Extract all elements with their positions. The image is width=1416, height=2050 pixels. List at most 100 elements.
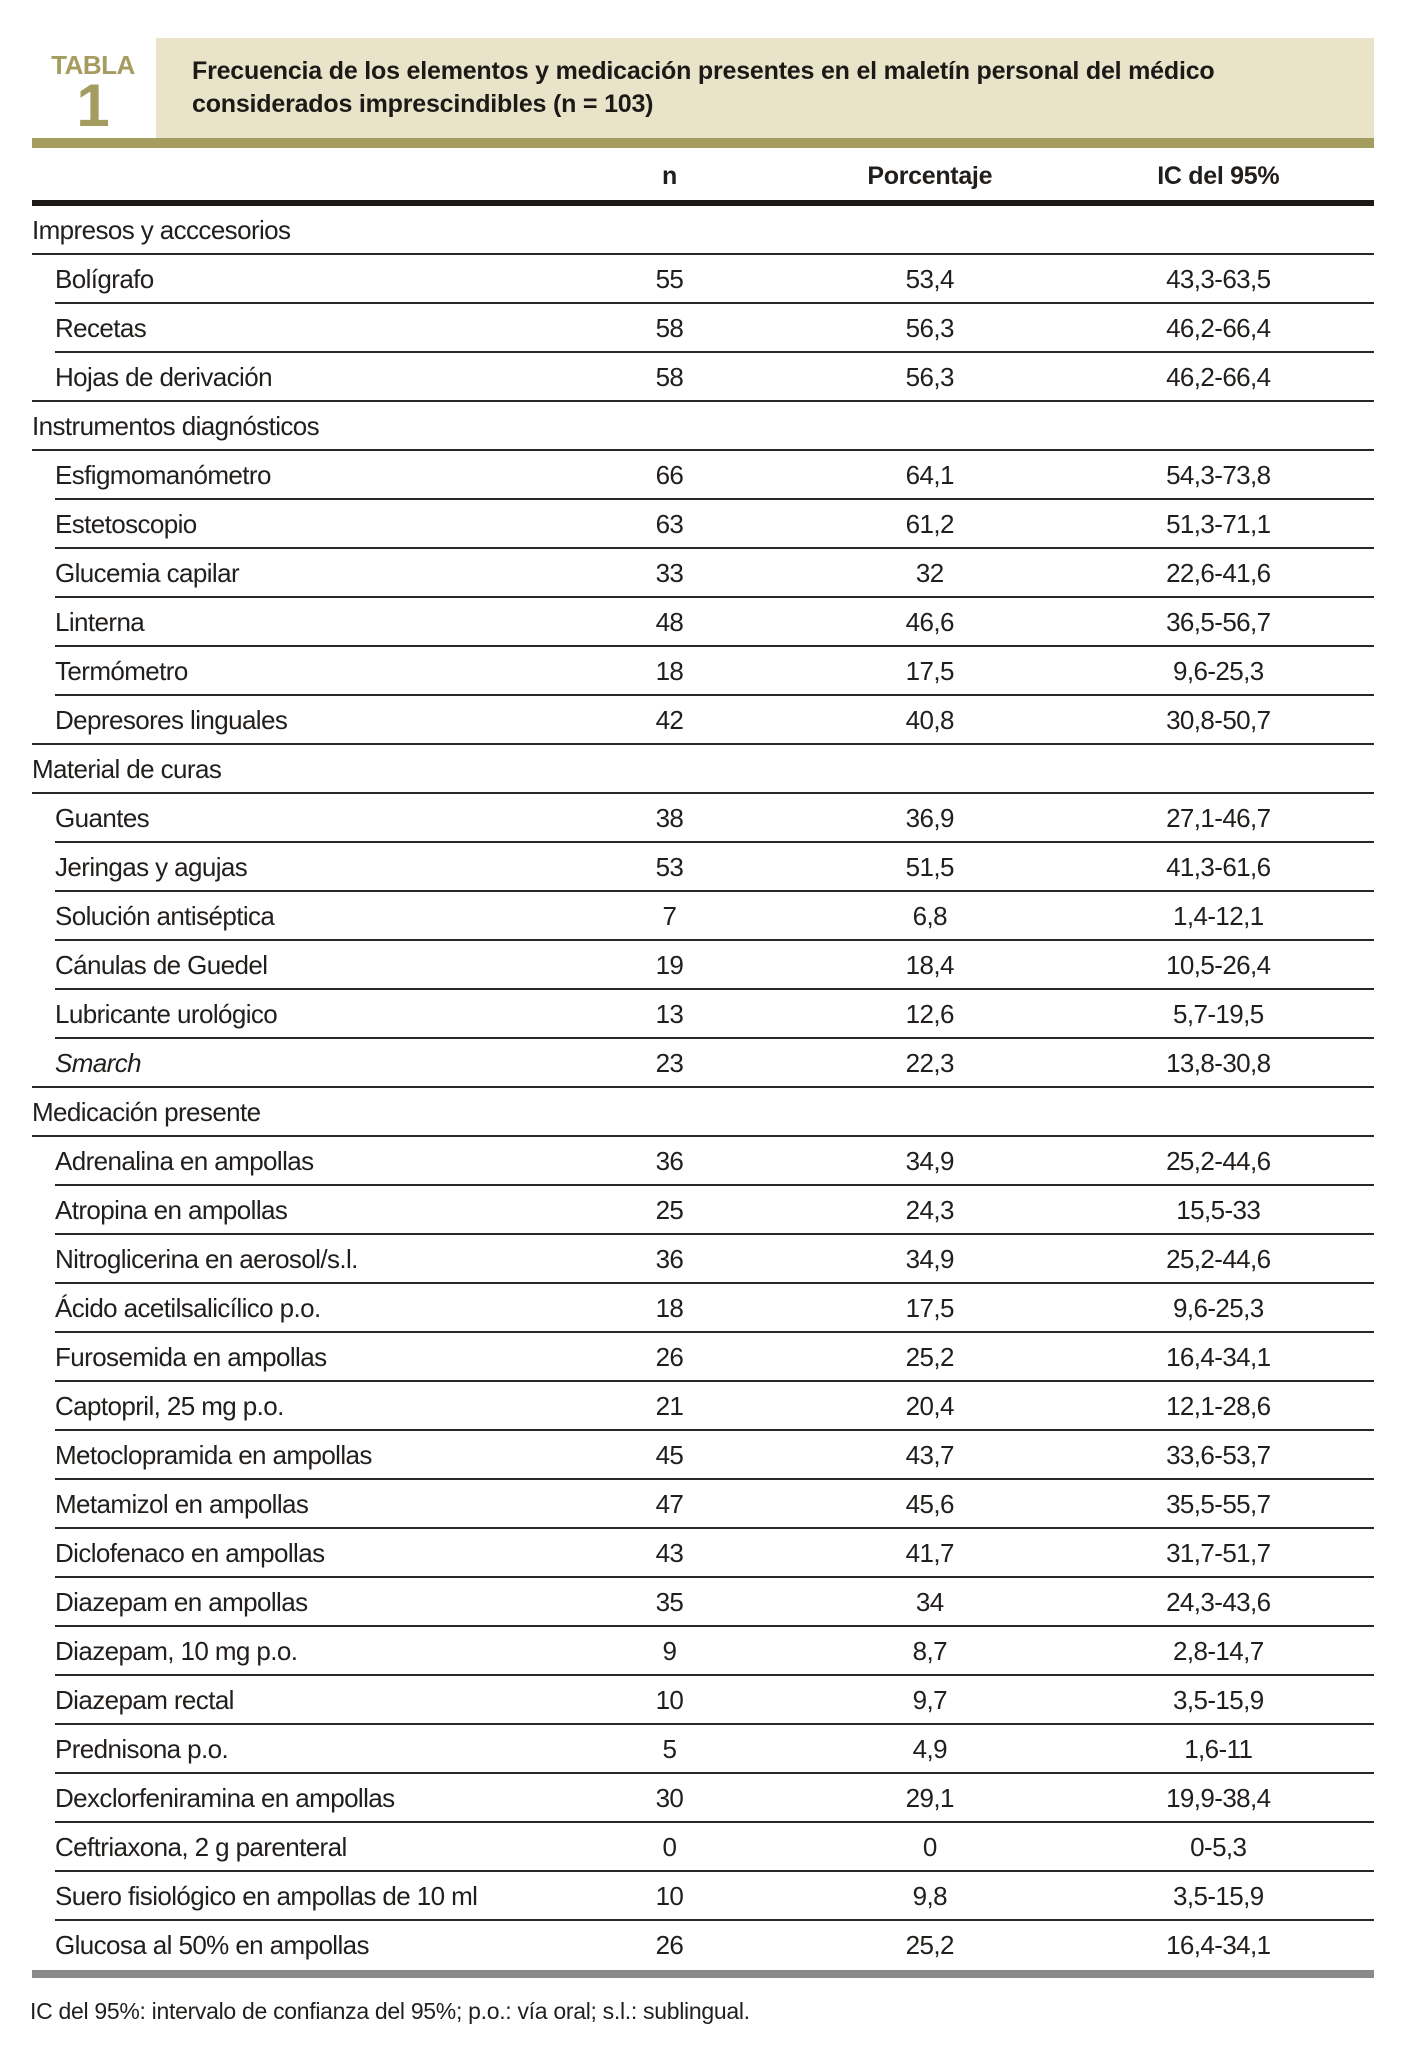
value-ic: 22,6-41,6 (1166, 558, 1271, 588)
value-ic: 9,6-25,3 (1172, 1293, 1264, 1323)
value-ic: 13,8-30,8 (1166, 1048, 1271, 1078)
value-porcentaje: 46,6 (905, 607, 955, 637)
value-n: 36 (655, 1244, 684, 1274)
table-row: Lubricante urológico 13 12,6 5,7-19,5 (32, 990, 1374, 1039)
value-n: 66 (655, 460, 684, 490)
value-porcentaje: 8,7 (912, 1636, 948, 1666)
value-n: 13 (655, 999, 684, 1029)
table-row: Nitroglicerina en aerosol/s.l. 36 34,9 25,2… (32, 1235, 1374, 1284)
value-n: 23 (655, 1048, 684, 1078)
value-n: 19 (655, 950, 684, 980)
table-bottom-rule (32, 1970, 1374, 1978)
table-row: Glucemia capilar 33 32 22,6-41,6 (32, 549, 1374, 598)
item-label: Bolígrafo (55, 264, 154, 294)
value-n: 25 (655, 1195, 684, 1225)
value-ic: 30,8-50,7 (1166, 705, 1271, 735)
table-row: Estetoscopio 63 61,2 51,3-71,1 (32, 500, 1374, 549)
value-porcentaje: 25,2 (905, 1930, 955, 1960)
value-porcentaje: 22,3 (905, 1048, 955, 1078)
item-label: Diazepam en ampollas (55, 1587, 308, 1617)
value-n: 21 (655, 1391, 684, 1421)
table-row: Diazepam, 10 mg p.o. 9 8,7 2,8-14,7 (32, 1627, 1374, 1676)
value-porcentaje: 20,4 (905, 1391, 955, 1421)
value-porcentaje: 25,2 (905, 1342, 955, 1372)
table-row: Furosemida en ampollas 26 25,2 16,4-34,1 (32, 1333, 1374, 1382)
table-row: Glucosa al 50% en ampollas 26 25,2 16,4-34,… (32, 1921, 1374, 1970)
value-porcentaje: 12,6 (905, 999, 955, 1029)
value-porcentaje: 51,5 (905, 852, 955, 882)
value-porcentaje: 34 (915, 1587, 944, 1617)
column-header-porcentaje: Porcentaje (867, 161, 993, 190)
value-ic: 1,6-11 (1184, 1734, 1253, 1764)
item-label: Estetoscopio (55, 509, 197, 539)
value-porcentaje: 24,3 (905, 1195, 955, 1225)
table-row: Captopril, 25 mg p.o. 21 20,4 12,1-28,6 (32, 1382, 1374, 1431)
value-ic: 10,5-26,4 (1166, 950, 1271, 980)
item-label: Atropina en ampollas (55, 1195, 288, 1225)
value-n: 0 (662, 1832, 677, 1862)
item-label: Recetas (55, 313, 147, 343)
item-label: Lubricante urológico (55, 999, 278, 1029)
item-label: Depresores linguales (55, 705, 288, 735)
item-label: Termómetro (55, 656, 188, 686)
table-row: Depresores linguales 42 40,8 30,8-50,7 (32, 696, 1374, 745)
table-row: Atropina en ampollas 25 24,3 15,5-33 (32, 1186, 1374, 1235)
value-n: 9 (662, 1636, 677, 1666)
item-label: Diazepam, 10 mg p.o. (55, 1636, 298, 1666)
value-n: 53 (655, 852, 684, 882)
table-number: 1 (76, 72, 110, 139)
table-row: Diazepam en ampollas 35 34 24,3-43,6 (32, 1578, 1374, 1627)
value-n: 58 (655, 362, 684, 392)
table-row: Termómetro 18 17,5 9,6-25,3 (32, 647, 1374, 696)
value-n: 58 (655, 313, 684, 343)
table-row: Ceftriaxona, 2 g parenteral 0 0 0-5,3 (32, 1823, 1374, 1872)
value-porcentaje: 45,6 (905, 1489, 955, 1519)
value-ic: 2,8-14,7 (1172, 1636, 1264, 1666)
table-row: Guantes 38 36,9 27,1-46,7 (32, 794, 1374, 843)
value-ic: 12,1-28,6 (1166, 1391, 1271, 1421)
item-label: Jeringas y agujas (55, 852, 248, 882)
title-band: Frecuencia de los elementos y medicación… (156, 38, 1374, 138)
item-label: Guantes (55, 803, 150, 833)
value-porcentaje: 18,4 (905, 950, 955, 980)
section-header-row: Medicación presente (32, 1088, 1374, 1137)
value-n: 43 (655, 1538, 684, 1568)
item-label: Solución antiséptica (55, 901, 275, 931)
column-header-n: n (661, 161, 677, 190)
value-ic: 15,5-33 (1176, 1195, 1261, 1225)
value-ic: 9,6-25,3 (1172, 656, 1264, 686)
item-label: Captopril, 25 mg p.o. (55, 1391, 284, 1421)
section-header: Material de curas (32, 754, 222, 784)
table-title-line-2: considerados imprescindibles (n = 103) (192, 90, 654, 118)
value-porcentaje: 41,7 (905, 1538, 955, 1568)
value-n: 63 (655, 509, 684, 539)
section-header: Instrumentos diagnósticos (32, 411, 320, 441)
section-header-row: Instrumentos diagnósticos (32, 402, 1374, 451)
header-rule (32, 138, 1374, 148)
header-divider-rule (32, 200, 1374, 206)
value-ic: 25,2-44,6 (1166, 1146, 1271, 1176)
item-label: Smarch (55, 1048, 142, 1078)
item-label: Metoclopramida en ampollas (55, 1440, 372, 1470)
value-porcentaje: 53,4 (905, 264, 955, 294)
value-ic: 3,5-15,9 (1172, 1881, 1264, 1911)
value-porcentaje: 56,3 (905, 313, 955, 343)
value-ic: 31,7-51,7 (1166, 1538, 1271, 1568)
item-label: Diclofenaco en ampollas (55, 1538, 325, 1568)
column-header-row: n Porcentaje IC del 95% (32, 152, 1374, 200)
table-row: Diclofenaco en ampollas 43 41,7 31,7-51,7 (32, 1529, 1374, 1578)
section-header-row: Impresos y acccesorios (32, 206, 1374, 255)
value-porcentaje: 34,9 (905, 1244, 955, 1274)
value-porcentaje: 56,3 (905, 362, 955, 392)
value-ic: 25,2-44,6 (1166, 1244, 1271, 1274)
item-label: Hojas de derivación (55, 362, 273, 392)
value-n: 35 (655, 1587, 684, 1617)
value-porcentaje: 61,2 (905, 509, 955, 539)
value-ic: 43,3-63,5 (1166, 264, 1271, 294)
value-ic: 33,6-53,7 (1166, 1440, 1271, 1470)
table-row: Cánulas de Guedel 19 18,4 10,5-26,4 (32, 941, 1374, 990)
item-label: Prednisona p.o. (55, 1734, 229, 1764)
value-ic: 19,9-38,4 (1166, 1783, 1271, 1813)
table-row: Solución antiséptica 7 6,8 1,4-12,1 (32, 892, 1374, 941)
item-label: Glucemia capilar (55, 558, 240, 588)
